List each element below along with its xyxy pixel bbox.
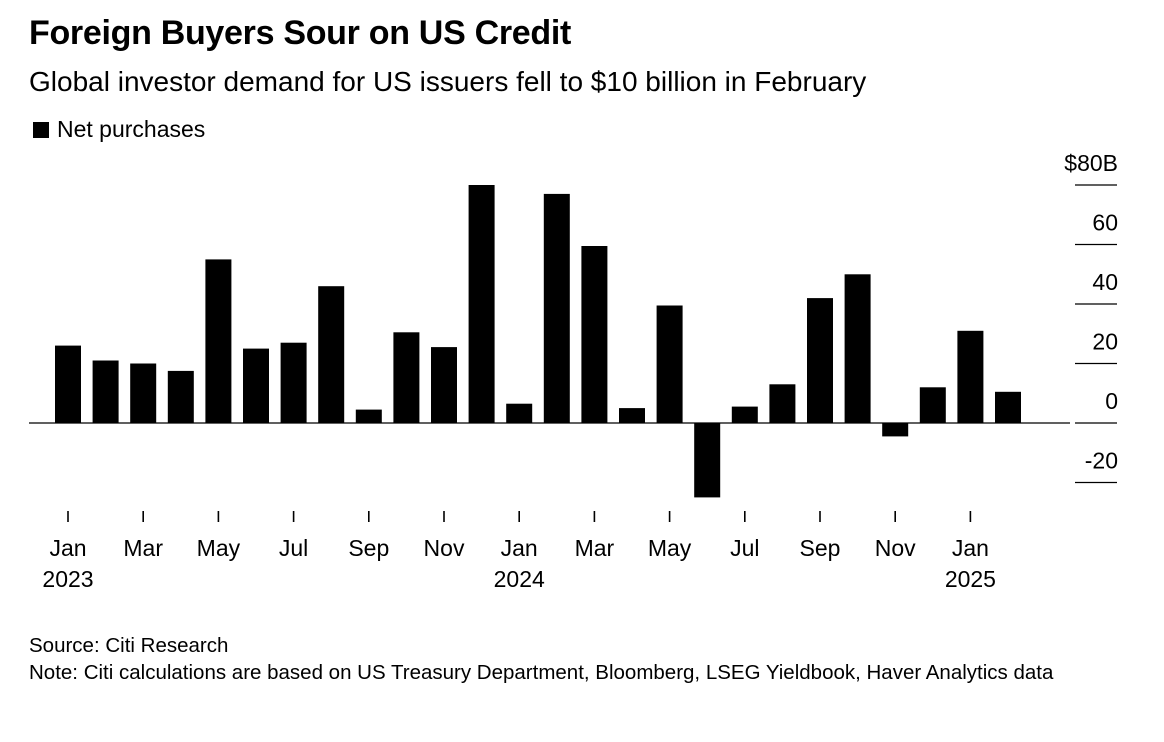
bar	[355, 409, 382, 423]
x-axis-tick-label: Jan	[952, 535, 989, 561]
bar	[506, 403, 533, 423]
bar	[957, 330, 984, 423]
x-axis-tick-label: Sep	[800, 535, 841, 561]
x-axis-tick-label: Sep	[348, 535, 389, 561]
x-axis-tick-label: Jan	[49, 535, 86, 561]
x-axis-tick-label: Jul	[279, 535, 308, 561]
bar	[468, 185, 495, 423]
bar	[318, 286, 345, 423]
bar	[656, 305, 683, 423]
bar	[694, 423, 721, 498]
x-axis-tick-label: Nov	[424, 535, 465, 561]
x-axis-tick-label: Jul	[730, 535, 759, 561]
bar	[55, 345, 81, 423]
bar	[92, 360, 119, 423]
chart-subtitle: Global investor demand for US issuers fe…	[29, 66, 867, 97]
y-axis-tick-label: 40	[1092, 269, 1118, 295]
y-axis-tick-label: $80B	[1064, 150, 1118, 176]
legend: Net purchases	[33, 116, 205, 143]
x-axis-tick-label: Mar	[575, 535, 615, 561]
bar	[431, 347, 457, 423]
bar	[619, 408, 645, 423]
source-note: Source: Citi Research	[29, 634, 229, 657]
bar	[167, 370, 194, 423]
x-axis-tick-label: Jan	[501, 535, 538, 561]
bar	[882, 423, 909, 437]
bar	[543, 193, 570, 423]
x-axis-tick-label: May	[648, 535, 692, 561]
chart-title: Foreign Buyers Sour on US Credit	[29, 14, 572, 52]
bar	[243, 348, 269, 423]
x-axis-year-label: 2025	[945, 566, 996, 592]
x-axis-tick-label: Mar	[123, 535, 163, 561]
y-axis-tick-label: 0	[1105, 388, 1118, 414]
methodology-note: Note: Citi calculations are based on US …	[29, 661, 1054, 684]
bar	[769, 384, 796, 423]
legend-swatch	[33, 121, 49, 138]
bar	[130, 363, 157, 423]
bar-chart: $80B 60 40 20 0 -20 Jan 2023 Mar May Jul Sep Nov Jan 2…	[29, 150, 1118, 592]
y-axis-tick-label: 60	[1092, 210, 1118, 236]
bar	[844, 274, 871, 424]
bar	[205, 259, 232, 423]
x-axis-tick-label: Nov	[875, 535, 916, 561]
bar	[731, 406, 758, 423]
chart-footer: Source: Citi Research Note: Citi calcula…	[29, 632, 1129, 686]
bar	[807, 298, 833, 423]
y-axis-tick-label: -20	[1085, 448, 1118, 474]
bar	[581, 246, 608, 423]
legend-label: Net purchases	[57, 116, 206, 142]
x-axis-tick-label: May	[197, 535, 241, 561]
x-axis-year-label: 2024	[494, 566, 545, 592]
bar	[280, 342, 307, 423]
x-axis-year-label: 2023	[42, 566, 93, 592]
bar	[919, 387, 946, 423]
bar	[393, 332, 420, 423]
bar	[995, 391, 1021, 423]
y-axis-tick-label: 20	[1092, 329, 1118, 355]
